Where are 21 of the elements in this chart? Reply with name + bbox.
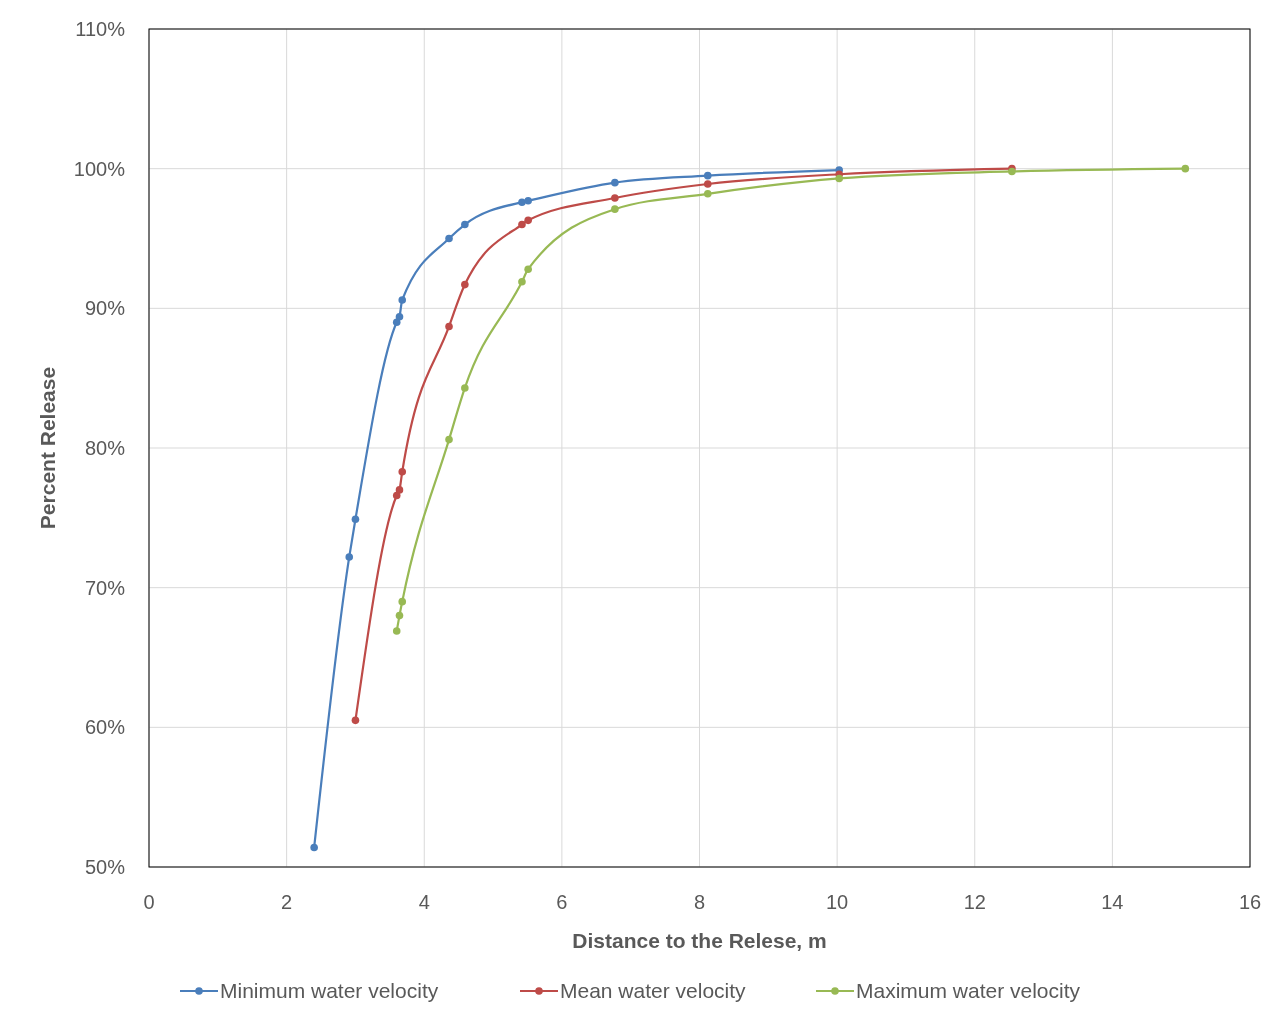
- x-tick-label: 8: [693, 891, 706, 913]
- x-tick-label: 16: [1238, 891, 1262, 913]
- legend-label: Minimum water velocity: [220, 979, 439, 1002]
- x-tick-label: 10: [826, 891, 849, 913]
- y-tick-label: 70%: [84, 576, 126, 599]
- y-tick-label: 50%: [84, 856, 126, 878]
- x-tick-label: 0: [143, 891, 155, 913]
- y-tick-label: 90%: [84, 297, 126, 320]
- legend-label: Mean water velocity: [560, 979, 747, 1002]
- x-tick-label: 2: [281, 891, 293, 913]
- y-tick-label: 110%: [75, 18, 126, 40]
- y-tick-label: 80%: [84, 437, 126, 459]
- y-tick-label: 100%: [73, 157, 126, 180]
- x-tick-label: 6: [556, 891, 568, 913]
- x-axis-title: Distance to the Relese, m: [572, 929, 827, 952]
- y-axis-title: Percent Release: [36, 366, 59, 530]
- x-tick-label: 14: [1101, 891, 1124, 913]
- y-tick-label: 60%: [84, 716, 126, 739]
- legend-label: Maximum water velocity: [856, 979, 1081, 1002]
- x-tick-label: 4: [418, 891, 430, 913]
- x-tick-label: 12: [963, 891, 986, 913]
